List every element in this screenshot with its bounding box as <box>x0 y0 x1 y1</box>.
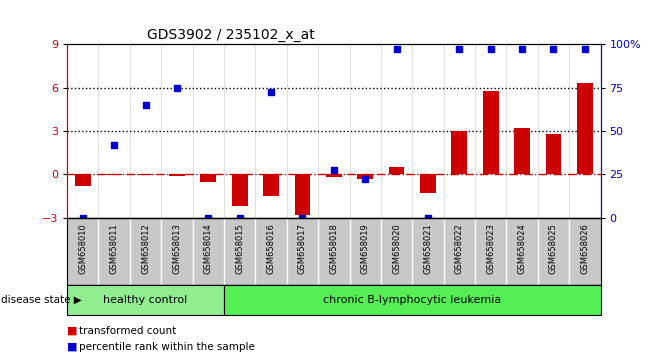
Bar <box>326 175 342 177</box>
Text: GSM658015: GSM658015 <box>235 223 244 274</box>
Text: GSM658013: GSM658013 <box>172 223 181 274</box>
Bar <box>224 285 601 315</box>
Bar <box>483 91 499 175</box>
Bar <box>577 83 592 175</box>
Text: percentile rank within the sample: percentile rank within the sample <box>79 342 255 352</box>
Text: transformed count: transformed count <box>79 326 176 336</box>
Text: chronic B-lymphocytic leukemia: chronic B-lymphocytic leukemia <box>323 295 501 305</box>
Text: GSM658010: GSM658010 <box>79 223 87 274</box>
Bar <box>75 175 91 186</box>
Bar <box>295 175 310 215</box>
Bar <box>232 175 248 206</box>
Bar <box>358 175 373 179</box>
Text: GSM658019: GSM658019 <box>361 223 370 274</box>
Text: GSM658020: GSM658020 <box>392 223 401 274</box>
Text: GSM658024: GSM658024 <box>517 223 527 274</box>
Bar <box>169 175 185 176</box>
Text: ■: ■ <box>67 326 78 336</box>
Bar <box>546 134 562 175</box>
Text: GSM658017: GSM658017 <box>298 223 307 274</box>
Text: GSM658023: GSM658023 <box>486 223 495 274</box>
Text: GSM658022: GSM658022 <box>455 223 464 274</box>
Text: ■: ■ <box>67 342 78 352</box>
Text: GSM658011: GSM658011 <box>109 223 119 274</box>
Text: GSM658014: GSM658014 <box>204 223 213 274</box>
Bar <box>389 167 405 175</box>
Bar <box>452 131 467 175</box>
Text: GSM658021: GSM658021 <box>423 223 433 274</box>
Text: healthy control: healthy control <box>103 295 188 305</box>
Text: GDS3902 / 235102_x_at: GDS3902 / 235102_x_at <box>147 28 315 42</box>
Bar <box>201 175 216 182</box>
Text: disease state ▶: disease state ▶ <box>1 295 81 305</box>
Text: GSM658026: GSM658026 <box>580 223 589 274</box>
Text: GSM658025: GSM658025 <box>549 223 558 274</box>
Bar <box>67 285 224 315</box>
Bar <box>514 128 530 175</box>
Bar <box>420 175 435 193</box>
Text: GSM658016: GSM658016 <box>266 223 276 274</box>
Text: GSM658018: GSM658018 <box>329 223 338 274</box>
Text: GSM658012: GSM658012 <box>141 223 150 274</box>
Bar <box>263 175 279 196</box>
